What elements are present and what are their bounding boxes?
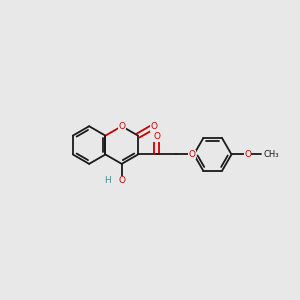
Text: H: H bbox=[104, 176, 111, 185]
Text: O: O bbox=[188, 150, 195, 159]
Text: O: O bbox=[118, 176, 125, 185]
Text: CH₃: CH₃ bbox=[264, 150, 279, 159]
Text: O: O bbox=[118, 122, 125, 131]
Text: O: O bbox=[244, 150, 251, 159]
Text: O: O bbox=[150, 122, 157, 131]
Text: O: O bbox=[153, 132, 160, 141]
